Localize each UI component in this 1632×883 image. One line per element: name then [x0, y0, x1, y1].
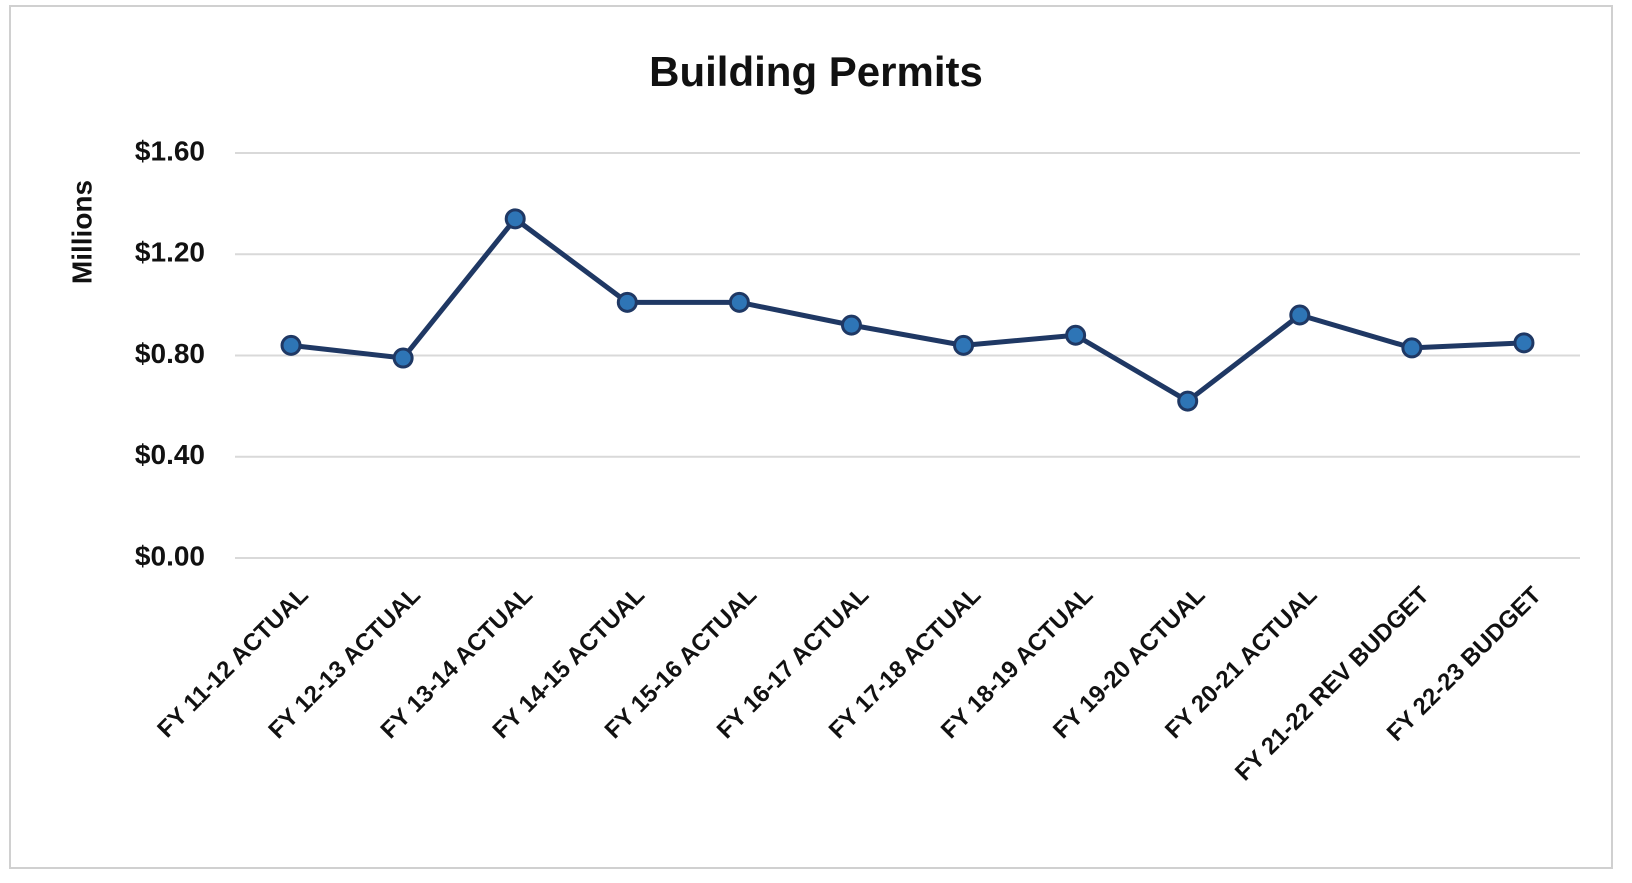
marker [840, 314, 862, 336]
chart-border [9, 5, 1613, 869]
y-tick-label: $0.80 [135, 338, 205, 369]
chart-title: Building Permits [649, 48, 983, 95]
marker [953, 334, 975, 356]
marker [392, 347, 414, 369]
marker [504, 208, 526, 230]
marker [728, 291, 750, 313]
marker [1177, 390, 1199, 412]
y-tick-label: $0.40 [135, 439, 205, 470]
marker [280, 334, 302, 356]
y-tick-label: $0.00 [135, 540, 205, 571]
y-tick-label: $1.20 [135, 237, 205, 268]
marker [616, 291, 638, 313]
marker [1401, 337, 1423, 359]
marker [1289, 304, 1311, 326]
marker [1065, 324, 1087, 346]
line [290, 216, 1525, 404]
y-tick-label: $1.60 [135, 135, 205, 166]
y-axis-label: Millions [66, 180, 97, 284]
marker [1513, 332, 1535, 354]
